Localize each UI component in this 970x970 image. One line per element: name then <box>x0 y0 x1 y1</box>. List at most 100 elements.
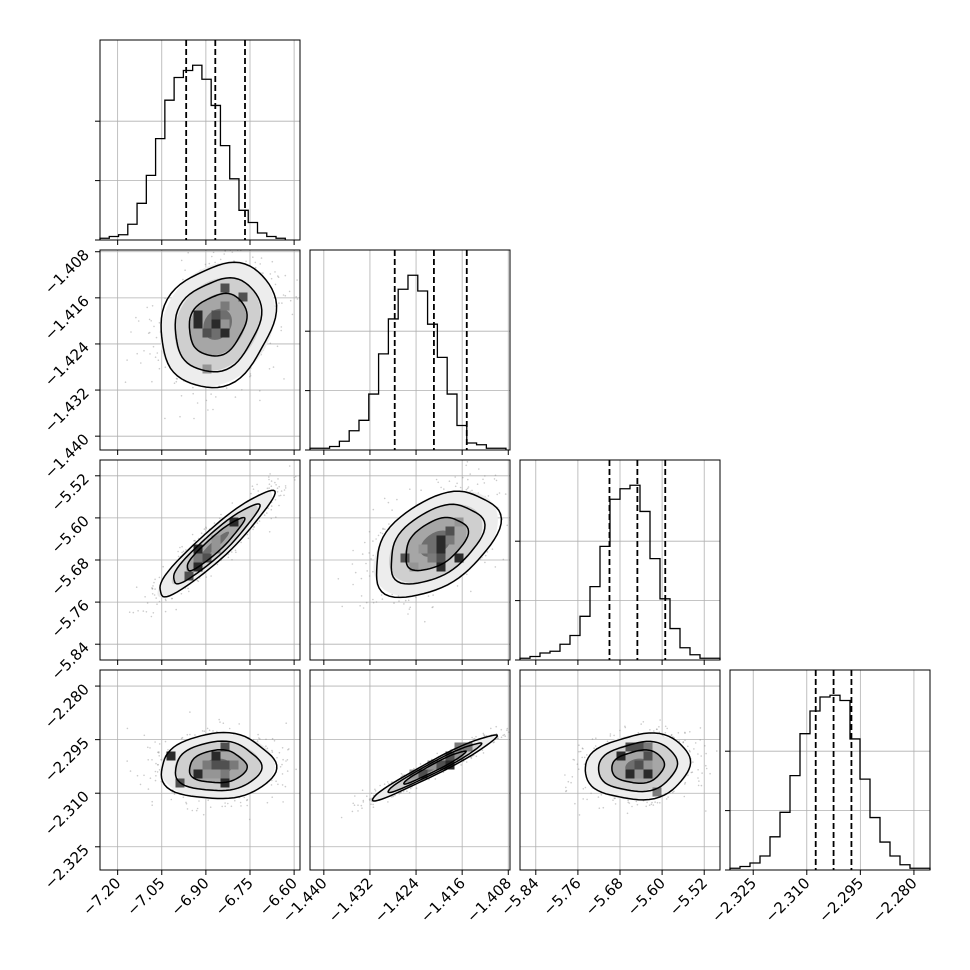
sample-point <box>277 276 280 279</box>
density-pixel <box>634 769 644 779</box>
sample-point <box>186 733 189 736</box>
pair-panel-frame <box>309 669 511 871</box>
sample-point <box>664 725 667 728</box>
sample-point <box>408 608 411 610</box>
sample-point <box>490 727 492 730</box>
sample-point <box>277 275 279 277</box>
sample-point <box>583 763 586 765</box>
contour-line <box>186 516 246 572</box>
density-pixel <box>427 553 437 563</box>
sample-point <box>140 362 142 364</box>
sample-point <box>624 726 627 729</box>
sample-point <box>600 794 603 796</box>
density-pixel <box>436 553 446 563</box>
sample-point <box>247 537 250 540</box>
sample-point <box>626 812 629 815</box>
density-pixel <box>643 742 653 752</box>
sample-point <box>263 514 266 516</box>
sample-point <box>209 806 212 808</box>
sample-point <box>582 748 584 750</box>
pair-content <box>337 461 510 623</box>
density-pixel <box>211 319 221 329</box>
sample-point <box>581 756 583 759</box>
sample-point <box>254 261 257 264</box>
sample-point <box>576 763 579 765</box>
sample-point <box>682 741 684 744</box>
sample-point <box>182 796 185 799</box>
sample-point <box>653 730 655 732</box>
sample-point <box>155 597 157 599</box>
sample-point <box>413 767 415 770</box>
sample-point <box>170 597 173 600</box>
sample-point <box>272 366 275 368</box>
sample-point <box>578 814 581 816</box>
sample-point <box>219 721 221 723</box>
sample-point <box>224 805 226 808</box>
sample-point <box>269 342 272 345</box>
sample-point <box>156 352 159 354</box>
sample-point <box>619 729 621 732</box>
sample-point <box>496 737 499 740</box>
sample-point <box>214 261 216 264</box>
sample-point <box>466 487 469 490</box>
density-pixel <box>418 544 428 554</box>
density-pixel <box>202 364 212 374</box>
pair-panel-1-3 <box>309 669 511 875</box>
sample-point <box>494 474 497 477</box>
sample-point <box>144 596 146 598</box>
sample-point <box>280 490 283 492</box>
sample-point <box>248 818 251 821</box>
sample-point <box>716 750 718 752</box>
histogram-step <box>309 274 507 450</box>
sample-point <box>234 549 237 552</box>
sample-point <box>388 783 390 785</box>
sample-point <box>265 745 267 747</box>
sample-point <box>158 576 161 579</box>
sample-point <box>249 375 251 378</box>
sample-point <box>594 745 597 747</box>
sample-point <box>205 527 207 529</box>
sample-point <box>362 799 365 802</box>
sample-point <box>471 736 473 739</box>
sample-point <box>659 802 661 804</box>
sample-point <box>149 353 151 355</box>
sample-point <box>354 795 356 797</box>
sample-point <box>613 734 615 737</box>
sample-point <box>268 487 270 489</box>
sample-point <box>238 723 240 725</box>
sample-point <box>151 380 153 383</box>
sample-point <box>143 734 146 737</box>
sample-point <box>636 803 639 806</box>
sample-point <box>252 488 255 491</box>
density-pixel <box>445 526 455 536</box>
sample-point <box>240 805 242 807</box>
contour-line <box>172 503 261 585</box>
sample-point <box>581 747 584 749</box>
sample-point <box>454 476 457 478</box>
sample-point <box>126 359 128 361</box>
sample-point <box>270 480 273 482</box>
density-pixel <box>625 769 635 779</box>
hist-panel-2 <box>515 459 721 661</box>
sample-point <box>262 272 264 274</box>
sample-point <box>430 758 433 761</box>
sample-point <box>185 801 187 804</box>
sample-point <box>286 770 289 772</box>
sample-point <box>372 803 374 806</box>
sample-point <box>256 522 259 524</box>
sample-point <box>239 801 242 804</box>
sample-point <box>614 803 617 805</box>
sample-point <box>158 769 161 771</box>
sample-point <box>221 805 223 808</box>
density-pixel <box>166 751 176 761</box>
sample-point <box>372 570 374 573</box>
sample-point <box>337 578 340 580</box>
pair-content <box>126 711 300 821</box>
sample-point <box>391 509 393 511</box>
sample-point <box>285 760 287 762</box>
sample-point <box>147 788 150 790</box>
sample-point <box>288 290 291 293</box>
sample-point <box>494 566 497 568</box>
sample-point <box>145 611 148 613</box>
sample-point <box>281 763 283 766</box>
